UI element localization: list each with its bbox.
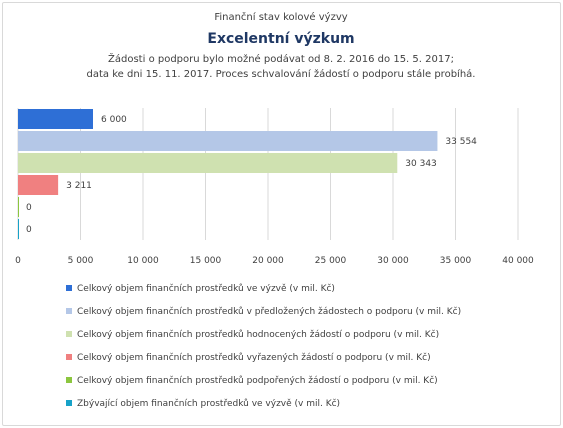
- x-tick-label-6: 30 000: [377, 256, 409, 266]
- bar-4: [18, 175, 59, 195]
- chart-title: Excelentní výzkum: [207, 31, 354, 47]
- x-tick-label-0: 0: [15, 256, 21, 266]
- bar-1: [18, 109, 93, 129]
- chart-subtitle-line-2: data ke dni 15. 11. 2017. Proces schvalo…: [87, 68, 476, 80]
- x-tick-label-3: 15 000: [190, 256, 222, 266]
- legend-swatch-3: [66, 331, 72, 337]
- x-tick-label-4: 20 000: [252, 256, 284, 266]
- x-tick-label-7: 35 000: [440, 256, 472, 266]
- bar-value-label-5: 0: [26, 203, 32, 213]
- bar-3: [18, 153, 398, 173]
- bar-value-label-1: 6 000: [101, 115, 127, 125]
- legend-entry-3: Celkový objem finančních prostředků hodn…: [77, 329, 439, 340]
- data-labels: 6 000 33 554 30 343 3 211 0 0: [26, 115, 477, 235]
- bar-value-label-4: 3 211: [66, 181, 92, 191]
- bar-6: [18, 219, 19, 239]
- bar-2: [18, 131, 438, 151]
- bars: [18, 109, 438, 239]
- bar-5: [18, 197, 19, 217]
- chart-pretitle: Finanční stav kolové výzvy: [214, 11, 347, 23]
- legend-swatch-1: [66, 285, 72, 291]
- bar-value-label-2: 33 554: [445, 137, 477, 147]
- chart-subtitle-line-1: Žádosti o podporu bylo možné podávat od …: [108, 52, 454, 65]
- x-tick-label-2: 10 000: [127, 256, 159, 266]
- x-axis-ticks: 0 5 000 10 000 15 000 20 000 25 000 30 000 35 0…: [15, 256, 534, 266]
- bar-value-label-6: 0: [26, 225, 32, 235]
- legend: Celkový objem finančních prostředků ve v…: [66, 283, 461, 409]
- gridlines: [17, 108, 519, 240]
- legend-swatch-4: [66, 354, 72, 360]
- x-tick-label-8: 40 000: [502, 256, 534, 266]
- x-tick-label-5: 25 000: [315, 256, 347, 266]
- legend-entry-6: Zbývající objem finančních prostředků ve…: [77, 398, 340, 409]
- legend-swatch-6: [66, 400, 72, 406]
- legend-entry-2: Celkový objem finančních prostředků v př…: [77, 306, 461, 317]
- legend-swatch-5: [66, 377, 72, 383]
- x-tick-label-1: 5 000: [68, 256, 94, 266]
- legend-entry-5: Celkový objem finančních prostředků podp…: [77, 375, 438, 386]
- legend-entry-1: Celkový objem finančních prostředků ve v…: [77, 283, 335, 294]
- legend-entry-4: Celkový objem finančních prostředků vyřa…: [77, 352, 431, 363]
- bar-value-label-3: 30 343: [405, 159, 437, 169]
- legend-swatch-2: [66, 308, 72, 314]
